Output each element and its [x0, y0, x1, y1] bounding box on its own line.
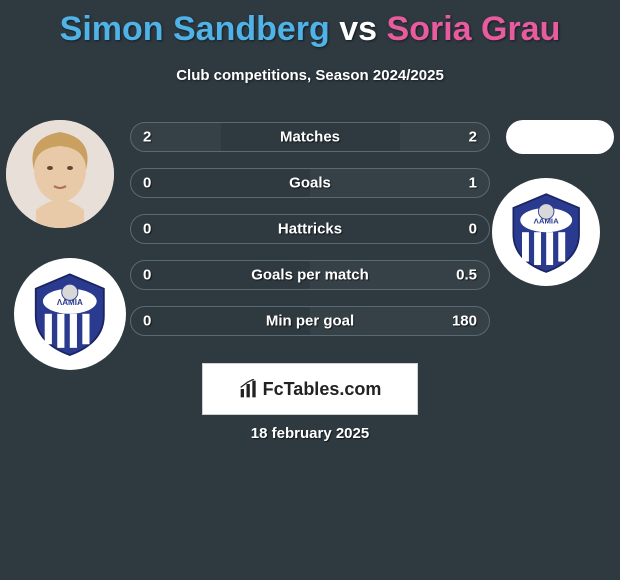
- bars-icon: [239, 379, 259, 399]
- stat-row: 0 0 Hattricks: [130, 214, 490, 244]
- stat-label: Goals per match: [251, 267, 369, 284]
- stat-left-value: 0: [143, 175, 151, 192]
- stat-label: Hattricks: [278, 221, 342, 238]
- player2-name: Soria Grau: [387, 10, 561, 48]
- face-placeholder-icon: [6, 120, 114, 228]
- stat-row: 0 1 Goals: [130, 168, 490, 198]
- player2-club-badge: ΛΑΜΙΑ: [492, 178, 600, 286]
- stat-left-value: 0: [143, 267, 151, 284]
- stat-left-value: 0: [143, 221, 151, 238]
- logo-text: FcTables.com: [263, 379, 382, 400]
- subtitle: Club competitions, Season 2024/2025: [0, 67, 620, 84]
- stat-right-value: 2: [469, 129, 477, 146]
- stat-left-value: 0: [143, 313, 151, 330]
- stat-right-value: 180: [452, 313, 477, 330]
- stats-container: 2 2 Matches 0 1 Goals 0 0 Hattricks 0 0.5 Goals per…: [130, 122, 490, 352]
- fctables-logo[interactable]: FcTables.com: [202, 363, 418, 415]
- comparison-title: Simon Sandberg vs Soria Grau: [0, 0, 620, 49]
- stat-row: 0 0.5 Goals per match: [130, 260, 490, 290]
- stat-left-value: 2: [143, 129, 151, 146]
- stat-row: 0 180 Min per goal: [130, 306, 490, 336]
- stat-right-value: 1: [469, 175, 477, 192]
- stat-label: Matches: [280, 129, 340, 146]
- player1-name: Simon Sandberg: [60, 10, 330, 48]
- club-crest-icon: ΛΑΜΙΑ: [503, 189, 589, 275]
- generation-date: 18 february 2025: [251, 425, 369, 442]
- player1-avatar: [6, 120, 114, 228]
- club-crest-icon: ΛΑΜΙΑ: [25, 269, 115, 359]
- player1-club-badge: ΛΑΜΙΑ: [14, 258, 126, 370]
- vs-label: vs: [339, 10, 377, 48]
- logo-inner: FcTables.com: [239, 379, 382, 400]
- stat-fill-right: [310, 169, 489, 197]
- stat-row: 2 2 Matches: [130, 122, 490, 152]
- stat-label: Goals: [289, 175, 331, 192]
- stat-right-value: 0.5: [456, 267, 477, 284]
- stat-label: Min per goal: [266, 313, 354, 330]
- stat-right-value: 0: [469, 221, 477, 238]
- player2-avatar: [506, 120, 614, 154]
